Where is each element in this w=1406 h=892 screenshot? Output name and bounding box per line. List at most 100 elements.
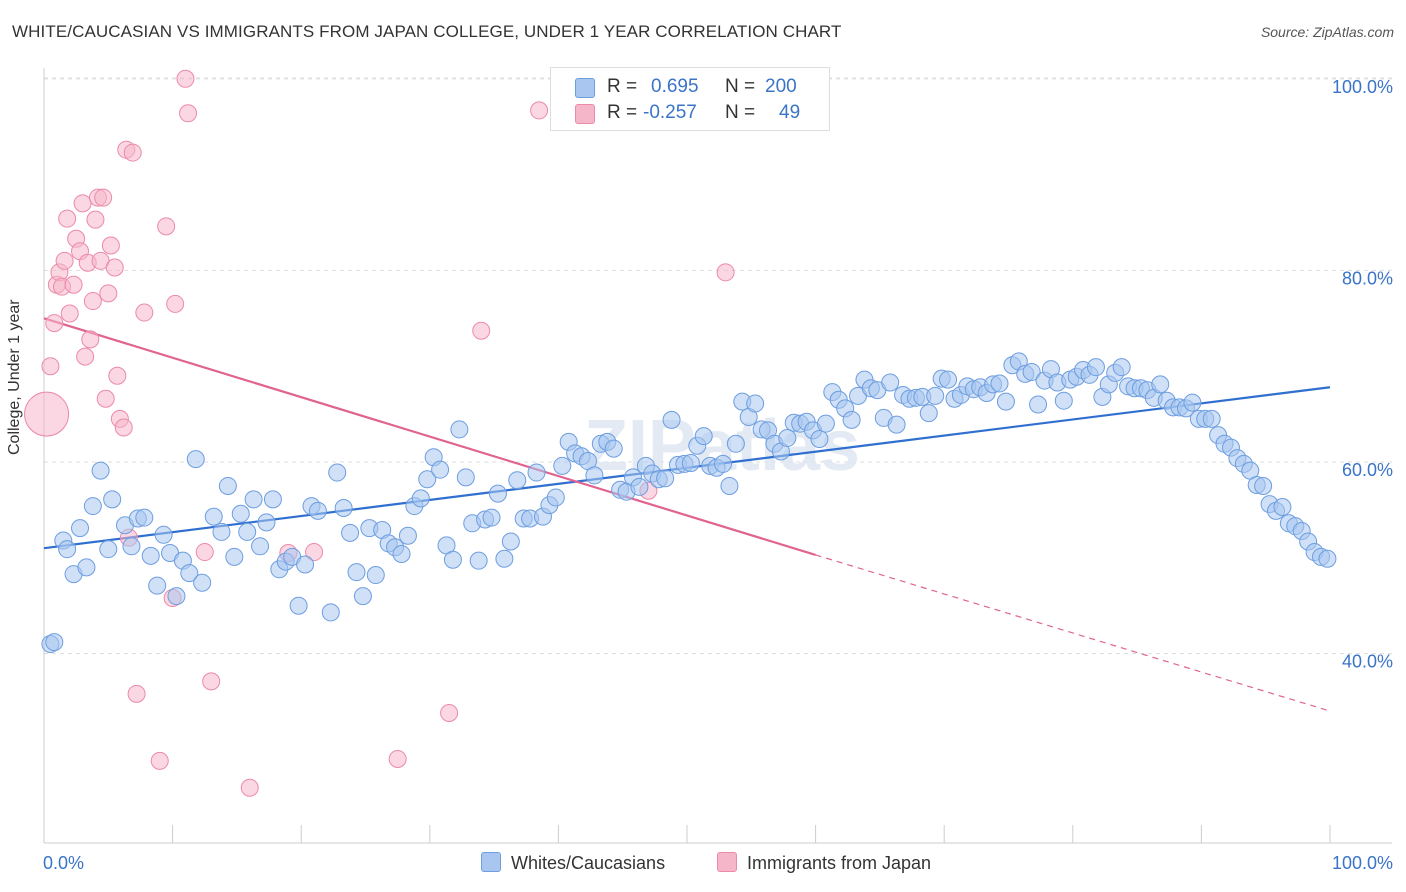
point-japan (64, 275, 83, 294)
point-whites (154, 525, 173, 544)
point-whites (939, 370, 958, 389)
point-whites (418, 470, 437, 489)
point-whites (469, 551, 488, 570)
point-whites (482, 508, 501, 527)
point-japan (135, 303, 154, 322)
point-whites (204, 507, 223, 526)
point-whites (990, 374, 1009, 393)
point-japan (108, 366, 127, 385)
point-japan (94, 188, 113, 207)
point-japan (114, 418, 133, 437)
point-japan (45, 314, 64, 333)
point-japan (150, 751, 169, 770)
point-whites (308, 501, 327, 520)
point-whites (810, 430, 829, 449)
point-whites (392, 544, 411, 563)
point-whites (1086, 358, 1105, 377)
legend-r-value: 0.695 (651, 76, 699, 97)
point-whites (720, 476, 739, 495)
trend-line-japan-extension (815, 554, 1331, 712)
point-japan (96, 389, 115, 408)
point-japan (41, 357, 60, 376)
point-japan (127, 684, 146, 703)
point-whites (585, 466, 604, 485)
grid-lines (44, 77, 1392, 655)
point-whites (103, 490, 122, 509)
point-japan (55, 251, 74, 270)
point-whites (527, 463, 546, 482)
legend-n-value: 49 (779, 102, 801, 123)
point-whites (180, 564, 199, 583)
point-japan (99, 284, 118, 303)
point-whites (1254, 476, 1273, 495)
point-whites (77, 558, 96, 577)
bottom-legend-swatch-blue (481, 852, 501, 872)
point-whites (746, 394, 765, 413)
point-japan (530, 101, 549, 120)
point-japan (388, 749, 407, 768)
point-whites (1151, 375, 1170, 394)
x-tick-label: 0.0% (43, 853, 84, 873)
bottom-legend-swatch-pink (717, 852, 737, 872)
axes (43, 68, 1392, 844)
bottom-legend-whites: Whites/Caucasians (481, 852, 665, 874)
point-whites (1054, 391, 1073, 410)
point-japan (83, 292, 102, 311)
point-whites (289, 596, 308, 615)
point-whites (186, 450, 205, 469)
point-whites (193, 573, 212, 592)
point-japan (176, 69, 195, 88)
y-tick-label: 60.0% (1342, 460, 1393, 480)
point-whites (71, 519, 90, 538)
legend-r-label: R = (607, 102, 638, 123)
point-whites (58, 540, 77, 559)
y-tick-label: 40.0% (1342, 652, 1393, 672)
point-whites (257, 513, 276, 532)
legend-n-label: N = (725, 76, 756, 97)
point-whites (656, 469, 675, 488)
point-japan (60, 304, 79, 323)
point-japan (105, 258, 124, 277)
point-japan (76, 347, 95, 366)
point-japan (86, 210, 105, 229)
point-whites (842, 410, 861, 429)
point-japan (240, 778, 259, 797)
point-japan (305, 543, 324, 562)
source-credit: Source: ZipAtlas.com (1260, 24, 1394, 40)
point-whites (341, 523, 360, 542)
point-whites (148, 576, 167, 595)
point-whites (328, 463, 347, 482)
legend-r-label: R = (607, 76, 638, 97)
point-whites (45, 633, 64, 652)
point-whites (83, 497, 102, 516)
point-whites (1112, 358, 1131, 377)
point-whites (212, 522, 231, 541)
point-whites (1022, 362, 1041, 381)
point-whites (251, 537, 270, 556)
point-whites (1202, 409, 1221, 428)
point-japan (58, 209, 77, 228)
point-whites (296, 555, 315, 574)
point-whites (411, 489, 430, 508)
point-whites (714, 454, 733, 473)
point-whites (450, 420, 469, 439)
point-whites (456, 468, 475, 487)
y-tick-label: 80.0% (1342, 268, 1393, 288)
point-whites (919, 404, 938, 423)
point-whites (926, 386, 945, 405)
x-tick-label: 100.0% (1332, 853, 1393, 873)
point-whites (99, 540, 118, 559)
point-japan (166, 294, 185, 313)
point-japan (202, 672, 221, 691)
point-whites (353, 587, 372, 606)
point-whites (630, 477, 649, 496)
bottom-legend-japan: Immigrants from Japan (717, 852, 931, 874)
point-whites (553, 456, 572, 475)
point-whites (238, 522, 257, 541)
point-whites (604, 439, 623, 458)
point-whites (225, 547, 244, 566)
point-whites (881, 373, 900, 392)
point-japan (440, 703, 459, 722)
tick-labels: 40.0% 60.0% 80.0% 100.0% 0.0% 100.0% (43, 77, 1393, 873)
